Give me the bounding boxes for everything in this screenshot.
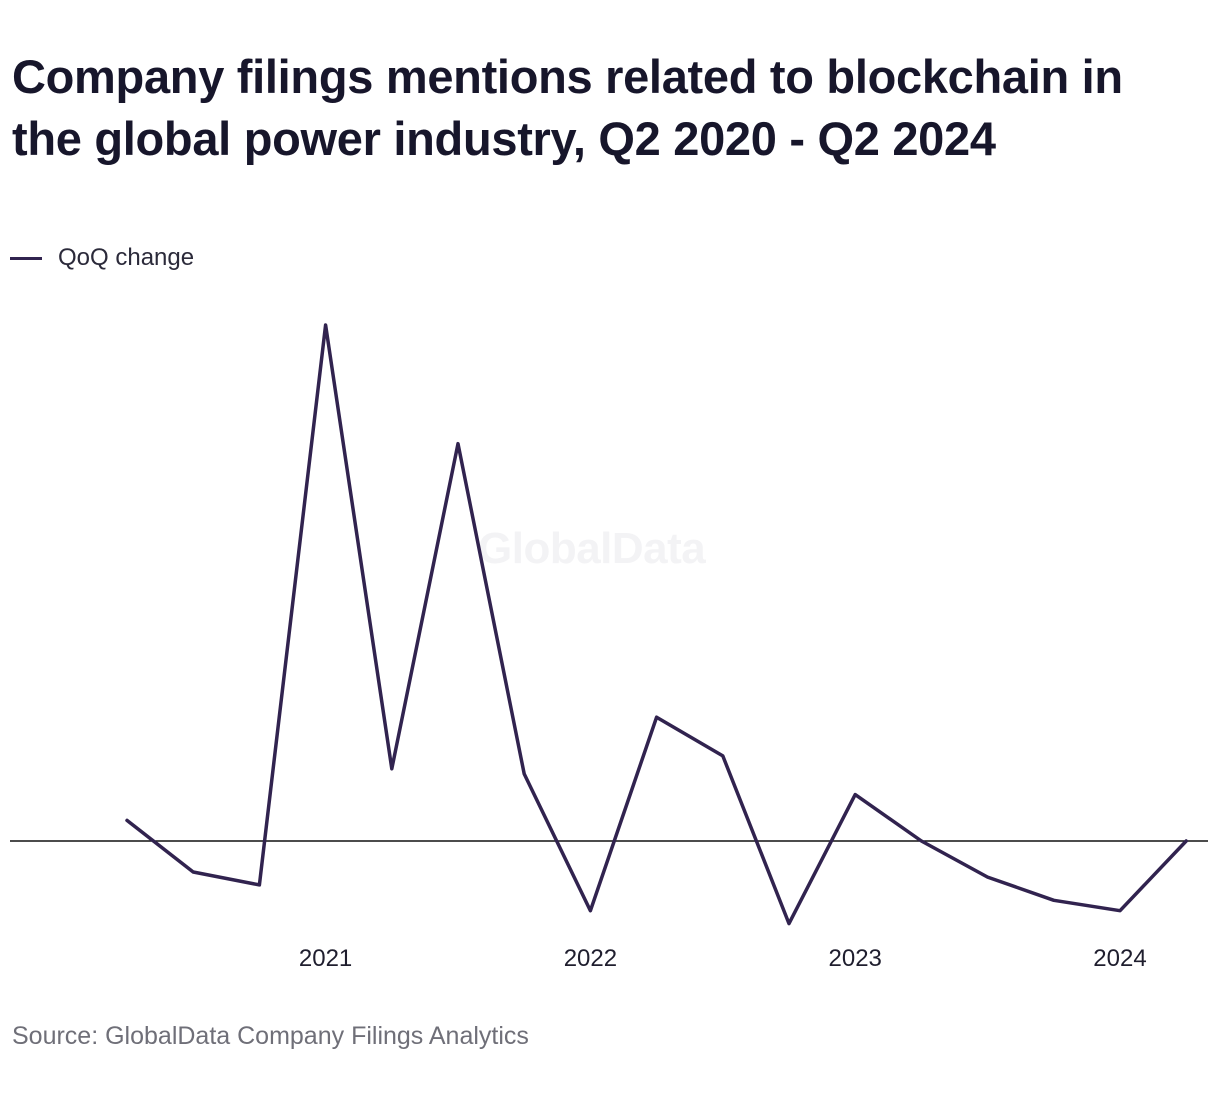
x-tick-label: 2023	[829, 945, 882, 972]
series-line-qoq-change	[125, 323, 1188, 926]
data-point	[849, 789, 861, 801]
data-point	[1114, 905, 1126, 917]
x-tick-label: 2024	[1093, 945, 1146, 972]
line-chart: 2021 2022 2023 2024	[10, 319, 1208, 972]
data-point	[187, 866, 199, 878]
data-point	[783, 918, 795, 930]
data-point	[915, 835, 927, 847]
data-point	[651, 711, 663, 723]
source-note: Source: GlobalData Company Filings Analy…	[12, 1022, 529, 1050]
data-point	[452, 438, 464, 450]
data-point	[717, 750, 729, 762]
legend: QoQ change	[10, 242, 194, 274]
data-point	[518, 768, 530, 780]
legend-swatch	[10, 256, 42, 260]
data-point	[1048, 894, 1060, 906]
x-tick-label: 2021	[299, 945, 352, 972]
data-point	[253, 879, 265, 891]
series-layer	[121, 319, 1192, 930]
data-point	[1180, 835, 1192, 847]
data-point	[386, 763, 398, 775]
legend-label: QoQ change	[58, 244, 195, 271]
data-point	[121, 814, 133, 826]
data-point	[320, 319, 332, 331]
data-point	[982, 871, 994, 883]
chart-title: Company filings mentions related to bloc…	[12, 50, 1123, 165]
data-point	[584, 905, 596, 917]
x-tick-label: 2022	[564, 945, 617, 972]
x-axis-ticks: 2021 2022 2023 2024	[299, 945, 1147, 972]
